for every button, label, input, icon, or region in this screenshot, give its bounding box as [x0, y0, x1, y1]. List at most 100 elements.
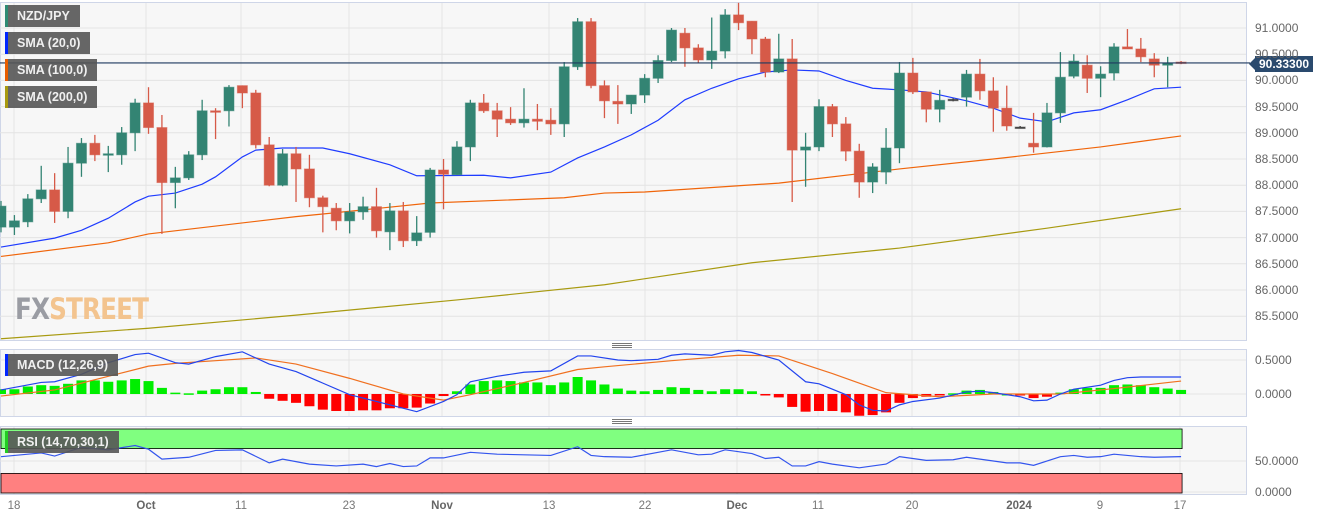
macd-histogram-bar	[1028, 394, 1039, 399]
candle	[531, 103, 543, 131]
y-tick-label: 88.0000	[1255, 178, 1299, 193]
y-tick-label: 86.5000	[1255, 256, 1299, 271]
legend-rsi-label: RSI (14,70,30,1)	[17, 435, 109, 449]
candle	[290, 146, 302, 202]
candle-body	[102, 153, 114, 156]
y-tick-label: 50.0000	[1255, 454, 1299, 468]
macd-histogram-bar	[679, 387, 690, 394]
candle-body	[169, 177, 181, 184]
macd-histogram-bar	[720, 389, 731, 394]
candle	[907, 57, 919, 95]
candle	[277, 149, 289, 187]
candle	[196, 99, 208, 161]
legend-sma200[interactable]: SMA (200,0)	[5, 86, 98, 108]
macd-histogram-bar	[492, 380, 503, 394]
sma20-line	[0, 69, 1182, 248]
macd-histogram-bar	[210, 389, 221, 394]
candle-body	[344, 211, 356, 222]
candle-body	[0, 205, 7, 228]
candle-body	[210, 110, 222, 113]
candle	[116, 127, 128, 165]
candle	[1014, 125, 1026, 130]
candle-body	[666, 29, 677, 61]
candle	[853, 143, 865, 198]
candle	[89, 134, 101, 162]
candle-body	[1041, 112, 1053, 148]
candle-body	[464, 102, 476, 148]
legend-sma20[interactable]: SMA (20,0)	[5, 32, 91, 54]
candle	[1041, 102, 1053, 148]
candle	[840, 117, 852, 162]
candle-body	[1081, 64, 1093, 79]
candle-body	[1108, 46, 1120, 74]
candle-body	[961, 73, 973, 98]
macd-histogram-bar	[1149, 387, 1160, 394]
legend-macd[interactable]: MACD (12,26,9)	[5, 354, 118, 376]
macd-histogram-bar	[800, 394, 811, 412]
candle	[8, 215, 20, 235]
macd-histogram-bar	[156, 387, 167, 394]
candle-body	[558, 66, 570, 125]
macd-histogram-bar	[1162, 388, 1173, 394]
macd-histogram-bar	[626, 390, 637, 394]
macd-histogram-bar	[1122, 384, 1133, 394]
x-tick-label: 2024	[1006, 500, 1032, 512]
macd-histogram-bar	[170, 392, 181, 395]
macd-histogram-bar	[1041, 394, 1052, 397]
candle	[572, 18, 584, 70]
macd-histogram-bar	[451, 391, 462, 394]
macd-histogram-bar	[0, 389, 6, 394]
candle-body	[572, 21, 584, 68]
rsi-color-swatch	[5, 431, 8, 453]
macd-histogram-bar	[398, 394, 409, 409]
candle-body	[116, 132, 128, 156]
candle	[22, 194, 34, 228]
macd-histogram-bar	[304, 394, 315, 407]
macd-histogram-bar	[116, 380, 127, 394]
candle-body	[8, 220, 20, 228]
rsi-pane-resize-handle-icon[interactable]	[612, 419, 632, 424]
macd-histogram-bar	[9, 389, 20, 394]
candle	[129, 98, 141, 152]
candle	[49, 173, 61, 223]
legend-sma200-label: SMA (200,0)	[17, 90, 88, 104]
macd-histogram-bar	[1015, 394, 1026, 396]
candle-body	[290, 153, 302, 170]
candle	[317, 195, 329, 233]
macd-line	[0, 349, 1182, 413]
candle	[598, 80, 610, 119]
candle-body	[1135, 48, 1147, 58]
candle-body	[411, 232, 423, 242]
candle-body	[397, 210, 409, 242]
macd-histogram-bar	[264, 394, 275, 399]
candle	[210, 108, 222, 140]
legend-sma100-label: SMA (100,0)	[17, 63, 88, 77]
candle	[867, 163, 879, 194]
candle	[920, 91, 932, 123]
macd-pane-resize-handle-icon[interactable]	[612, 343, 632, 348]
legend-rsi[interactable]: RSI (14,70,30,1)	[5, 431, 119, 453]
candle	[1081, 55, 1093, 93]
macd-histogram-bar	[1095, 387, 1106, 394]
candle	[1108, 43, 1120, 81]
macd-histogram-bar	[22, 386, 33, 394]
macd-histogram-bar	[331, 394, 342, 411]
legend-symbol[interactable]: NZD/JPY	[5, 5, 80, 27]
y-tick-label: 85.5000	[1255, 309, 1299, 324]
candle-body	[679, 32, 691, 49]
x-tick-label: 9	[1096, 500, 1104, 512]
macd-histogram-bar	[277, 394, 288, 401]
watermark-fx: FX	[15, 292, 50, 326]
candle	[344, 203, 356, 234]
x-tick-label: Nov	[431, 500, 453, 512]
macd-histogram-bar	[706, 391, 717, 394]
y-tick-label: 89.0000	[1255, 125, 1299, 140]
macd-histogram-bar	[572, 377, 583, 394]
sma100-line	[0, 135, 1182, 258]
candle	[263, 136, 275, 187]
candle	[236, 85, 248, 109]
grid-lines	[0, 3, 1246, 494]
macd-histogram-bar	[89, 380, 100, 394]
macd-histogram-bar	[143, 381, 154, 394]
legend-sma100[interactable]: SMA (100,0)	[5, 59, 98, 81]
